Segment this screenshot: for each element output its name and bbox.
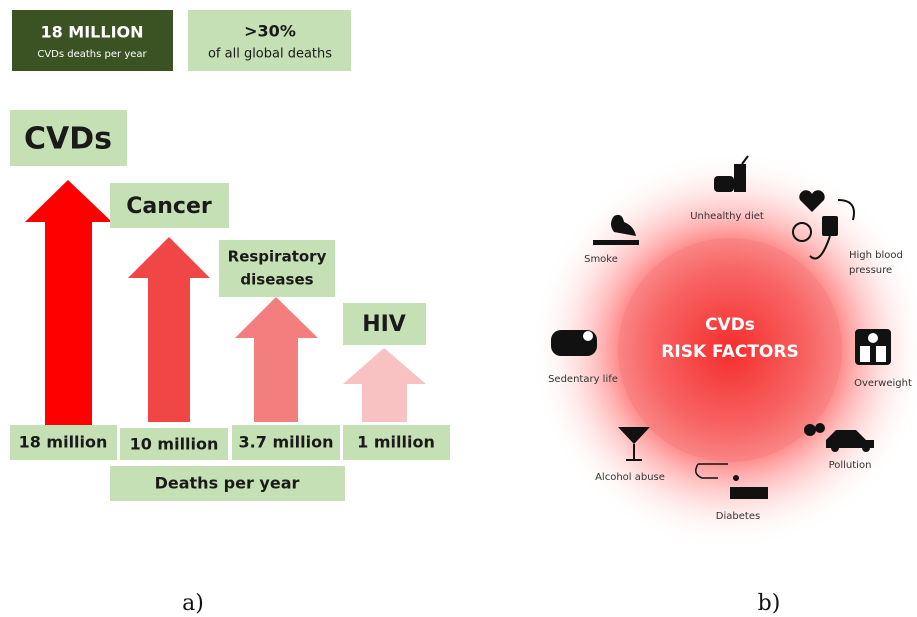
panel-label: b) bbox=[758, 591, 781, 616]
icon-pollution bbox=[804, 423, 874, 452]
icon-diet bbox=[714, 155, 749, 192]
label-box bbox=[219, 240, 335, 297]
risk-factor: High blood bbox=[849, 250, 903, 261]
cause-label: HIV bbox=[362, 312, 406, 337]
cause-label: Cancer bbox=[126, 194, 212, 219]
deaths-value: 3.7 million bbox=[239, 433, 334, 452]
deaths-value: 10 million bbox=[130, 435, 219, 454]
cause-label: diseases bbox=[240, 271, 313, 289]
value-box bbox=[120, 428, 228, 460]
stat-caption: of all global deaths bbox=[208, 47, 332, 62]
axis-label: Deaths per year bbox=[155, 474, 300, 493]
label-box bbox=[10, 110, 127, 166]
stat-box bbox=[12, 10, 173, 71]
risk-factor: Overweight bbox=[854, 378, 912, 389]
deaths-value: 1 million bbox=[357, 433, 435, 452]
icon-smoke bbox=[593, 214, 639, 245]
risk-factor: Diabetes bbox=[716, 511, 760, 522]
arrow bbox=[128, 237, 210, 422]
icon-alcohol bbox=[618, 427, 650, 461]
arrow bbox=[25, 180, 112, 425]
risk-factor: Pollution bbox=[829, 460, 872, 471]
arrow bbox=[343, 348, 426, 422]
panel-label: a) bbox=[182, 591, 204, 616]
risk-factor: Smoke bbox=[584, 254, 618, 265]
cause-label: Respiratory bbox=[228, 248, 327, 266]
cause-label: CVDs bbox=[24, 122, 112, 157]
value-box bbox=[343, 425, 450, 460]
stat-box bbox=[188, 10, 351, 71]
label-box bbox=[343, 303, 426, 345]
stat-caption: CVDs deaths per year bbox=[37, 49, 147, 60]
risk-factor: pressure bbox=[849, 265, 892, 276]
center-title: RISK FACTORS bbox=[661, 342, 798, 362]
center-circle bbox=[618, 238, 842, 462]
icon-sedentary bbox=[551, 330, 597, 356]
stat-value: 18 MILLION bbox=[40, 23, 143, 42]
value-box bbox=[232, 425, 340, 460]
arrow bbox=[235, 297, 318, 422]
label-box bbox=[110, 183, 229, 228]
risk-factor: Sedentary life bbox=[548, 374, 618, 385]
icon-diabetes bbox=[695, 463, 768, 499]
deaths-value: 18 million bbox=[19, 433, 108, 452]
value-box bbox=[10, 425, 117, 460]
stat-value: >30% bbox=[244, 22, 296, 41]
risk-factor: Unhealthy diet bbox=[690, 211, 764, 222]
center-title: CVDs bbox=[705, 315, 755, 335]
icon-blood-pressure bbox=[792, 190, 855, 260]
icon-overweight bbox=[855, 329, 891, 365]
risk-factor: Alcohol abuse bbox=[595, 472, 665, 483]
axis-box bbox=[110, 466, 345, 501]
